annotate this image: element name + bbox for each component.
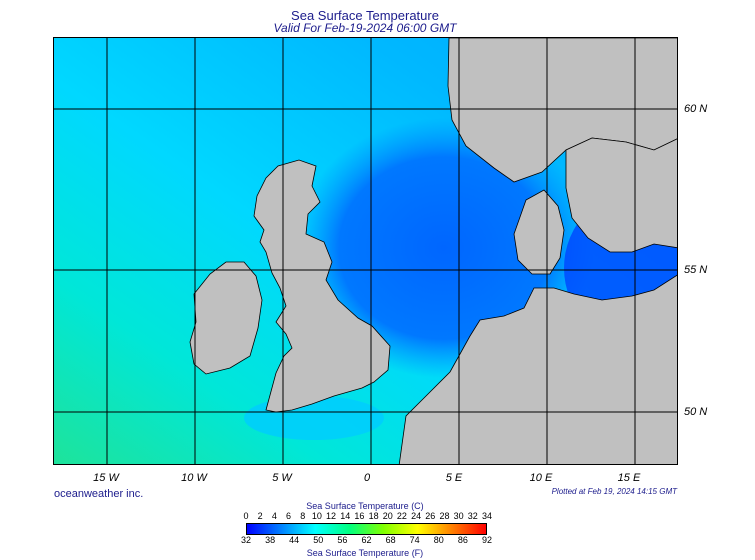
land-great-britain	[253, 159, 391, 413]
celsius-tick-8: 8	[300, 511, 306, 521]
fahrenheit-tick-44: 44	[289, 535, 300, 545]
map-title: Sea Surface Temperature	[291, 8, 439, 23]
celsius-tick-34: 34	[481, 511, 493, 521]
celsius-tick-28: 28	[439, 511, 450, 521]
lat-label-55n: 55 N	[684, 264, 708, 276]
celsius-tick-0: 0	[243, 511, 249, 521]
celsius-tick-10: 10	[311, 511, 322, 521]
graticule	[54, 38, 677, 464]
celsius-tick-20: 20	[382, 511, 393, 521]
plotted-time: Plotted at Feb 19, 2024 14:15 GMT	[551, 487, 677, 496]
sst-map	[53, 37, 678, 465]
lon-label-15e: 15 E	[617, 472, 641, 484]
land-sweden	[565, 137, 677, 253]
celsius-tick-4: 4	[271, 511, 277, 521]
legend-ticks-celsius: 0 2 4 6 8 10 12 14 16 18 20 22 24 26 28 30 32 34	[243, 511, 492, 523]
lon-label-10w: 10 W	[181, 472, 207, 484]
land-denmark	[513, 189, 565, 275]
land-ireland	[189, 261, 263, 375]
fahrenheit-tick-38: 38	[265, 535, 276, 545]
celsius-tick-6: 6	[286, 511, 292, 521]
celsius-tick-12: 12	[326, 511, 337, 521]
fahrenheit-tick-50: 50	[313, 535, 324, 545]
credit-text: oceanweather inc.	[54, 488, 144, 500]
fahrenheit-tick-56: 56	[337, 535, 348, 545]
fahrenheit-tick-68: 68	[385, 535, 396, 545]
lon-label-5e: 5 E	[445, 472, 463, 484]
celsius-tick-30: 30	[453, 511, 464, 521]
legend-ticks-fahrenheit: 32 38 44 50 56 62 68 74 80 86 92	[241, 535, 492, 547]
lat-label-60n: 60 N	[684, 103, 708, 115]
lon-label-10e: 10 E	[529, 472, 553, 484]
fahrenheit-tick-32: 32	[240, 535, 252, 545]
land-masses	[189, 38, 677, 464]
celsius-tick-16: 16	[354, 511, 365, 521]
fahrenheit-tick-74: 74	[409, 535, 420, 545]
land-continent	[398, 274, 677, 464]
lon-label-15w: 15 W	[93, 472, 119, 484]
celsius-tick-32: 32	[467, 511, 478, 521]
celsius-tick-18: 18	[368, 511, 379, 521]
lon-label-0: 0	[363, 472, 371, 484]
celsius-tick-24: 24	[411, 511, 422, 521]
fahrenheit-tick-86: 86	[457, 535, 468, 545]
sst-map-canvas	[54, 38, 677, 464]
lat-label-50n: 50 N	[684, 406, 708, 418]
celsius-tick-26: 26	[425, 511, 436, 521]
celsius-tick-22: 22	[396, 511, 407, 521]
fahrenheit-tick-92: 92	[481, 535, 493, 545]
legend-label-fahrenheit: Sea Surface Temperature (F)	[306, 548, 424, 558]
legend-label-celsius: Sea Surface Temperature (C)	[306, 501, 424, 511]
fahrenheit-tick-62: 62	[361, 535, 372, 545]
legend-colorbar	[246, 523, 487, 535]
map-subtitle: Valid For Feb-19-2024 06:00 GMT	[273, 21, 457, 35]
celsius-tick-14: 14	[340, 511, 351, 521]
celsius-tick-2: 2	[257, 511, 263, 521]
lon-label-5w: 5 W	[272, 472, 292, 484]
fahrenheit-tick-80: 80	[433, 535, 444, 545]
